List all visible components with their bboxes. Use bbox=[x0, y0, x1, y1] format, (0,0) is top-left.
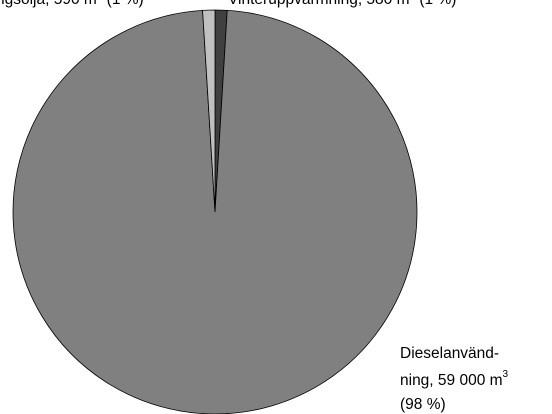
slice-eldningsolja bbox=[202, 9, 216, 213]
label-vinteruppvarmning: Vinteruppvärmning, 580 m3 (1 %) bbox=[228, 0, 456, 8]
label-eldningsolja: ngsolja, 590 m3 (1 %) bbox=[0, 0, 144, 8]
slice-dieselanvandning bbox=[12, 9, 418, 414]
label-diesel-line2: ning, 59 000 m3 bbox=[400, 369, 509, 389]
pie-slices bbox=[12, 9, 418, 414]
label-diesel-line3: (98 %) bbox=[400, 396, 446, 413]
label-diesel-line1: Dieselanvänd- bbox=[400, 345, 499, 362]
